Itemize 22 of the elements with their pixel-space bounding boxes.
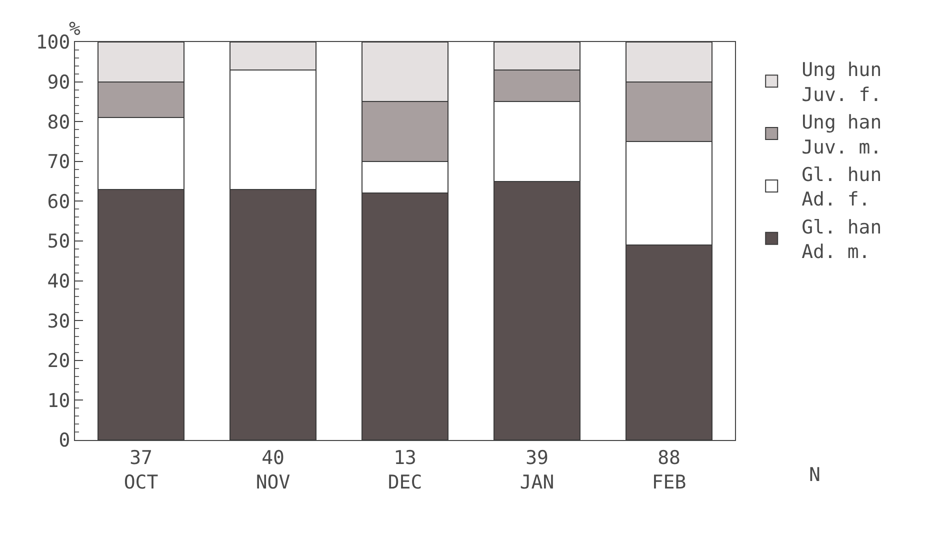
x-tick-label: 39 JAN (520, 446, 554, 494)
legend-label: Ung han Juv. m. (802, 112, 882, 158)
y-tick-label: 70 (47, 151, 70, 174)
y-tick-label: 50 (47, 230, 70, 253)
legend-label: Ung hun Juv. f. (802, 59, 882, 106)
y-tick-label: 0 (58, 430, 70, 452)
x-tick-label: 37 OCT (124, 446, 158, 494)
y-tick-label: 100 (36, 32, 70, 54)
text: N (809, 464, 820, 486)
legend-label: Gl. han Ad. m. (802, 216, 882, 264)
y-tick-label: 10 (47, 390, 70, 412)
y-tick-label: 60 (47, 190, 70, 213)
legend-label: Gl. hun Ad. f. (802, 164, 882, 211)
x-tick-label: 40 NOV (256, 446, 290, 494)
y-tick-label: 40 (47, 270, 70, 292)
x-tick-label: 88 FEB (652, 446, 686, 494)
y-tick-label: 30 (47, 310, 70, 332)
y-tick-label: 90 (47, 71, 70, 94)
y-axis-title: % (69, 18, 81, 40)
y-tick-label: 20 (47, 350, 70, 372)
y-tick-label: 80 (47, 111, 70, 134)
x-tick-label: 13 DEC (388, 446, 422, 494)
